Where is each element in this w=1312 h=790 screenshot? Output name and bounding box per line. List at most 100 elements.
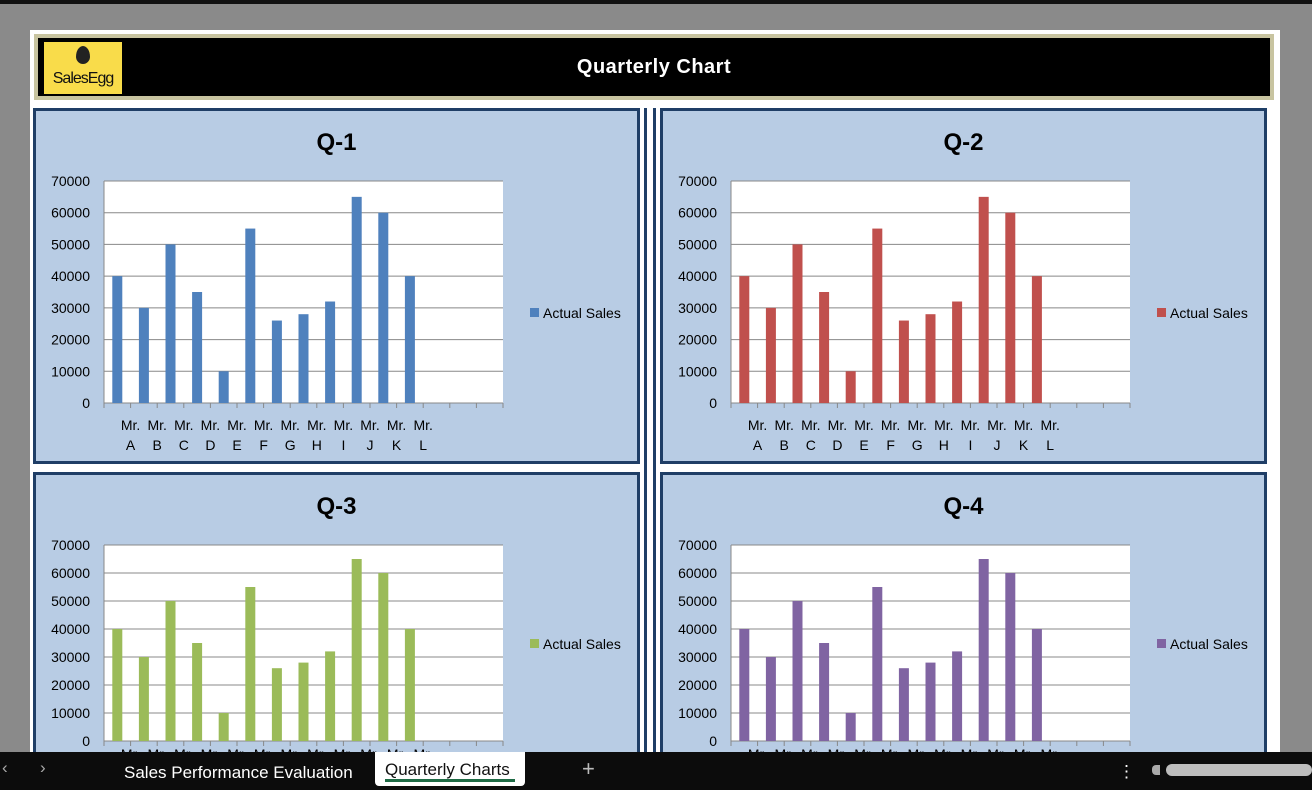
dashboard-frame: SalesEgg Quarterly Chart Q-1 0 10000 20000 3… (30, 30, 1280, 752)
bar (378, 212, 389, 403)
x-tick-label: I (968, 437, 972, 453)
bar (351, 196, 362, 403)
y-tick-label: 60000 (678, 205, 717, 221)
bar (165, 244, 176, 403)
chart-title: Q-2 (943, 129, 984, 156)
bar (1031, 276, 1042, 403)
bar (218, 713, 229, 741)
x-tick-label: L (1046, 437, 1054, 453)
chart-q3[interactable]: Q-3 0 10000 20000 30000 40000 50000 60000 70000 M… (33, 472, 640, 752)
bar (978, 559, 989, 741)
legend-swatch (530, 308, 539, 317)
chart-title: Q-3 (316, 493, 357, 520)
x-tick-label: Mr. (1014, 417, 1033, 433)
y-tick-label: 70000 (678, 537, 717, 553)
x-tick-label: E (232, 437, 241, 453)
y-tick-label: 30000 (51, 649, 90, 665)
bar-chart: 0 10000 20000 30000 40000 50000 60000 70000 Mr. A… (678, 537, 1248, 752)
y-tick-label: 60000 (51, 205, 90, 221)
y-tick-label: 20000 (51, 677, 90, 693)
bar (872, 228, 883, 403)
y-tick-label: 10000 (51, 705, 90, 721)
x-tick-label: Mr. (121, 746, 140, 752)
x-tick-label: Mr. (121, 417, 140, 433)
chart-title: Q-1 (316, 129, 357, 156)
x-tick-label: Mr. (961, 746, 980, 752)
y-tick-label: 10000 (678, 363, 717, 379)
more-options-icon[interactable]: ⋮ (1118, 762, 1135, 781)
x-tick-label: Mr. (881, 746, 900, 752)
prev-sheet-button[interactable]: ‹ (2, 758, 8, 777)
x-tick-label: I (341, 437, 345, 453)
x-tick-label: A (753, 437, 763, 453)
y-tick-label: 30000 (678, 649, 717, 665)
y-tick-label: 40000 (51, 268, 90, 284)
x-tick-label: Mr. (774, 746, 793, 752)
bar (378, 573, 389, 741)
y-tick-label: 30000 (678, 300, 717, 316)
x-tick-label: K (1019, 437, 1029, 453)
legend-label: Actual Sales (1170, 305, 1248, 321)
x-tick-label: Mr. (201, 417, 220, 433)
x-tick-label: Mr. (413, 417, 432, 433)
bar (138, 657, 149, 741)
y-tick-label: 10000 (678, 705, 717, 721)
bar (404, 629, 415, 741)
column-header-strip (0, 0, 1312, 4)
bar (845, 713, 856, 741)
y-tick-label: 0 (709, 733, 717, 749)
chart-title: Q-4 (943, 493, 984, 520)
tab-sales-performance-evaluation[interactable]: Sales Performance Evaluation (124, 763, 353, 782)
add-sheet-button[interactable]: + (582, 756, 595, 781)
x-tick-label: Mr. (854, 417, 873, 433)
x-tick-label: F (886, 437, 895, 453)
chart-q2[interactable]: Q-2 0 10000 20000 30000 40000 50000 60000 70000 M… (660, 108, 1267, 464)
x-tick-label: Mr. (748, 417, 767, 433)
x-tick-label: Mr. (1014, 746, 1033, 752)
x-tick-label: Mr. (280, 746, 299, 752)
y-tick-label: 70000 (51, 537, 90, 553)
y-tick-label: 30000 (51, 300, 90, 316)
bar (404, 276, 415, 403)
x-tick-label: Mr. (881, 417, 900, 433)
x-tick-label: Mr. (227, 417, 246, 433)
bar (1005, 573, 1016, 741)
x-tick-label: Mr. (387, 746, 406, 752)
y-tick-label: 50000 (678, 593, 717, 609)
scroll-left-icon[interactable] (1152, 765, 1160, 775)
chart-q1[interactable]: Q-1 0 10000 20000 30000 40000 50000 60000 70000 M… (33, 108, 640, 464)
x-tick-label: Mr. (334, 746, 353, 752)
panel-divider (644, 108, 656, 752)
bar (298, 314, 309, 403)
tab-quarterly-charts[interactable]: Quarterly Charts (375, 752, 525, 786)
y-tick-label: 50000 (678, 236, 717, 252)
legend-label: Actual Sales (543, 305, 621, 321)
x-tick-label: Mr. (828, 746, 847, 752)
bar-chart: 0 10000 20000 30000 40000 50000 60000 70000 Mr. A… (51, 173, 621, 453)
x-tick-label: H (312, 437, 322, 453)
bar (952, 651, 963, 741)
horizontal-scrollbar[interactable] (1166, 764, 1312, 776)
x-tick-label: Mr. (147, 417, 166, 433)
worksheet[interactable]: SalesEgg Quarterly Chart Q-1 0 10000 20000 3… (0, 4, 1312, 752)
y-tick-label: 20000 (678, 332, 717, 348)
x-tick-label: Mr. (907, 746, 926, 752)
x-tick-label: Mr. (934, 417, 953, 433)
y-tick-label: 50000 (51, 236, 90, 252)
bar (112, 629, 123, 741)
next-sheet-button[interactable]: › (40, 758, 46, 777)
legend-label: Actual Sales (1170, 636, 1248, 652)
y-tick-label: 40000 (678, 621, 717, 637)
bar (792, 601, 803, 741)
chart-q4[interactable]: Q-4 0 10000 20000 30000 40000 50000 60000 70000 M… (660, 472, 1267, 752)
y-tick-label: 0 (709, 395, 717, 411)
bar (245, 587, 256, 741)
salesegg-logo: SalesEgg (44, 42, 122, 94)
bar (165, 601, 176, 741)
x-tick-label: Mr. (201, 746, 220, 752)
bar (792, 244, 803, 403)
x-tick-label: Mr. (748, 746, 767, 752)
x-tick-label: H (939, 437, 949, 453)
bar (898, 320, 909, 403)
x-tick-label: Mr. (307, 417, 326, 433)
